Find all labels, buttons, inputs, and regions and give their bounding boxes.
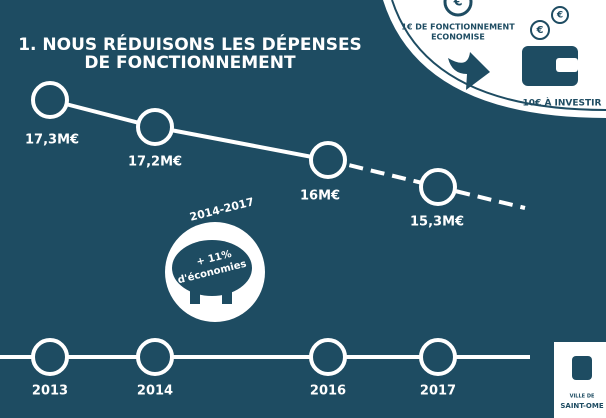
invest-text: 10€ À INVESTIR: [523, 97, 602, 109]
coin-symbol: €: [452, 0, 462, 10]
logo-text: SAINT-OME: [560, 402, 603, 410]
title: DE FONCTIONNEMENT: [84, 53, 296, 73]
logo-crest: [572, 356, 592, 380]
year-label: 2013: [32, 384, 68, 399]
page: € 1€ DE FONCTIONNEMENT ECONOMISE € € 10€…: [0, 0, 606, 418]
amount-label: 17,2M€: [128, 155, 182, 170]
saved-text: ECONOMISE: [431, 33, 485, 42]
amount-label: 17,3M€: [25, 133, 79, 148]
year-node: [33, 340, 67, 374]
trend-node: [138, 110, 172, 144]
piggy-leg: [222, 288, 232, 304]
trend-node: [33, 83, 67, 117]
year-label: 2016: [310, 384, 346, 399]
logo-text: VILLE DE: [570, 394, 595, 400]
wallet-clasp: [556, 58, 578, 72]
saved-text: 1€ DE FONCTIONNEMENT: [401, 23, 515, 32]
year-label: 2017: [420, 384, 456, 399]
year-node: [138, 340, 172, 374]
year-node: [311, 340, 345, 374]
coin-symbol: €: [556, 11, 563, 21]
year-node: [421, 340, 455, 374]
trend-node: [311, 143, 345, 177]
piggy-leg: [190, 288, 200, 304]
year-label: 2014: [137, 384, 173, 399]
title: 1. NOUS RÉDUISONS LES DÉPENSES: [18, 33, 362, 55]
coin-symbol: €: [536, 25, 544, 36]
infographic: € 1€ DE FONCTIONNEMENT ECONOMISE € € 10€…: [0, 0, 606, 418]
trend-node: [421, 170, 455, 204]
amount-label: 16M€: [300, 189, 340, 204]
amount-label: 15,3M€: [410, 215, 464, 230]
